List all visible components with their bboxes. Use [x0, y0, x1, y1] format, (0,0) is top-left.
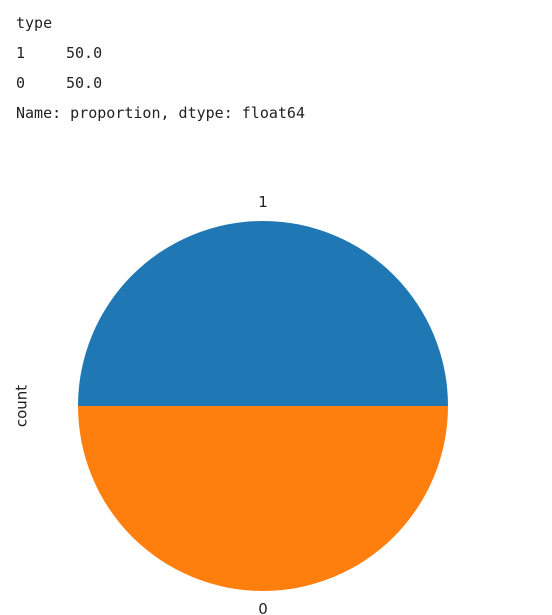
series-name-line: type — [16, 14, 53, 32]
pie-chart-canvas: 1 0 count — [13, 193, 448, 615]
pie-chart: 1 0 count — [0, 170, 552, 615]
pie-slice-label: 1 — [258, 193, 268, 211]
y-axis-label: count — [13, 385, 31, 427]
series-row-index: 1 — [16, 44, 26, 62]
series-row: 1 50.0 — [16, 38, 305, 68]
pie-slice-label: 0 — [258, 600, 268, 615]
pie-slice-0 — [78, 406, 448, 591]
pie-slice-1 — [78, 221, 448, 406]
series-dtype-line: Name: proportion, dtype: float64 — [16, 104, 305, 122]
series-row-index: 0 — [16, 74, 26, 92]
series-row-value: 50.0 — [66, 74, 103, 92]
cell-output: type 1 50.0 0 50.0 Name: proportion, dtype… — [16, 8, 305, 128]
series-row: 0 50.0 — [16, 68, 305, 98]
series-row-value: 50.0 — [66, 44, 103, 62]
